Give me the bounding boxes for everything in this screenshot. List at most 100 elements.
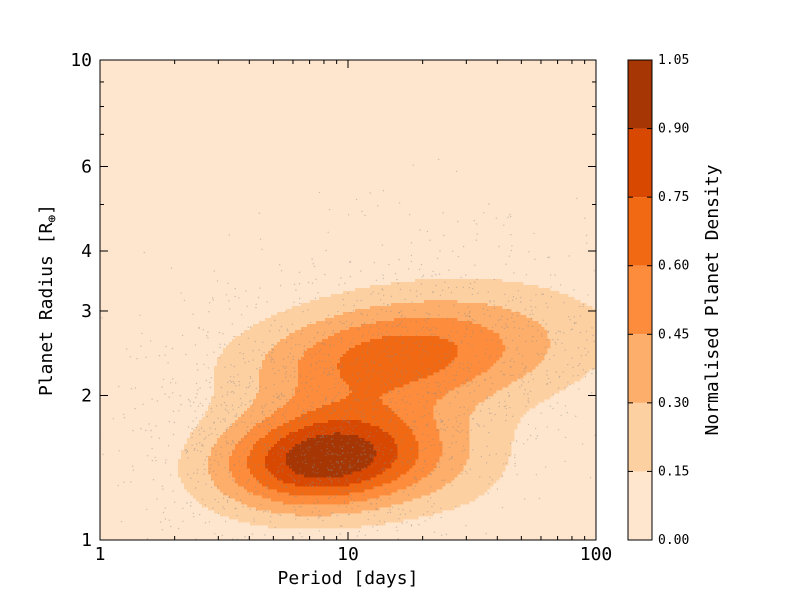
planet-point <box>241 421 243 423</box>
planet-point <box>191 427 193 430</box>
planet-point <box>151 459 154 462</box>
planet-point <box>344 416 347 418</box>
planet-point <box>295 289 297 291</box>
planet-point <box>425 312 427 314</box>
planet-point <box>281 452 283 454</box>
planet-point <box>269 430 271 432</box>
planet-point <box>214 428 217 430</box>
planet-point <box>324 433 327 435</box>
planet-point <box>143 251 145 254</box>
planet-point <box>363 453 366 455</box>
planet-point <box>322 435 325 438</box>
planet-point <box>451 468 453 471</box>
planet-point <box>435 382 437 384</box>
planet-point <box>225 431 228 433</box>
planet-point <box>281 446 284 448</box>
planet-point <box>376 529 379 532</box>
planet-point <box>420 293 422 295</box>
planet-point <box>400 371 402 373</box>
planet-point <box>310 365 313 367</box>
planet-point <box>360 323 363 326</box>
planet-point <box>387 355 389 357</box>
planet-point <box>385 325 388 327</box>
planet-point <box>318 530 320 532</box>
planet-point <box>401 342 403 344</box>
planet-point <box>261 410 264 413</box>
planet-point <box>267 511 269 513</box>
planet-point <box>392 347 394 349</box>
planet-point <box>311 486 314 488</box>
planet-point <box>307 449 309 452</box>
planet-point <box>332 369 334 371</box>
planet-point <box>332 401 335 403</box>
colorbar-tick-label: 0.60 <box>658 259 689 274</box>
planet-point <box>333 428 335 430</box>
planet-point <box>272 416 274 418</box>
planet-point <box>320 449 323 452</box>
planet-point <box>319 436 321 438</box>
planet-point <box>341 525 343 527</box>
planet-point <box>251 433 253 435</box>
planet-point <box>261 421 264 424</box>
planet-point <box>450 389 452 391</box>
planet-point <box>498 401 500 404</box>
planet-point <box>236 514 238 517</box>
planet-point <box>333 446 335 448</box>
planet-point <box>404 409 406 411</box>
planet-point <box>289 352 291 354</box>
planet-point <box>322 483 324 485</box>
planet-point <box>317 292 319 294</box>
planet-point <box>468 367 471 370</box>
planet-point <box>311 433 314 436</box>
planet-point <box>341 421 343 423</box>
planet-point <box>486 304 488 306</box>
planet-point <box>489 315 491 317</box>
planet-point <box>397 393 399 395</box>
planet-point <box>215 405 218 407</box>
planet-point <box>221 395 224 397</box>
planet-point <box>347 452 349 454</box>
planet-point <box>209 386 211 389</box>
planet-point <box>362 450 365 452</box>
planet-point <box>410 260 413 263</box>
planet-point <box>156 498 158 500</box>
planet-point <box>383 467 385 469</box>
planet-point <box>322 334 324 336</box>
planet-point <box>228 234 231 236</box>
planet-point <box>335 337 337 339</box>
planet-point <box>424 319 426 321</box>
planet-point <box>467 306 469 308</box>
planet-point <box>371 465 374 467</box>
planet-point <box>346 326 348 328</box>
planet-point <box>350 323 352 326</box>
planet-point <box>233 376 235 378</box>
planet-point <box>253 518 255 520</box>
planet-point <box>279 438 281 440</box>
planet-point <box>279 514 282 516</box>
planet-point <box>468 287 471 289</box>
planet-point <box>453 374 455 377</box>
planet-point <box>305 463 308 465</box>
planet-point <box>257 480 259 483</box>
planet-point <box>279 447 282 450</box>
planet-point <box>372 449 375 452</box>
planet-point <box>489 355 492 357</box>
planet-point <box>325 396 328 398</box>
planet-point <box>337 310 339 312</box>
planet-point <box>387 410 389 412</box>
planet-point <box>278 329 281 332</box>
planet-point <box>317 517 320 519</box>
planet-point <box>403 341 406 343</box>
planet-point <box>326 436 328 438</box>
planet-point <box>378 292 380 295</box>
planet-point <box>363 399 366 401</box>
planet-point <box>318 483 321 485</box>
planet-point <box>224 408 227 411</box>
planet-point <box>286 449 288 451</box>
planet-point <box>285 366 287 368</box>
planet-point <box>245 435 247 438</box>
planet-point <box>126 348 128 350</box>
planet-point <box>324 398 327 400</box>
planet-point <box>348 496 350 498</box>
planet-point <box>371 480 373 482</box>
